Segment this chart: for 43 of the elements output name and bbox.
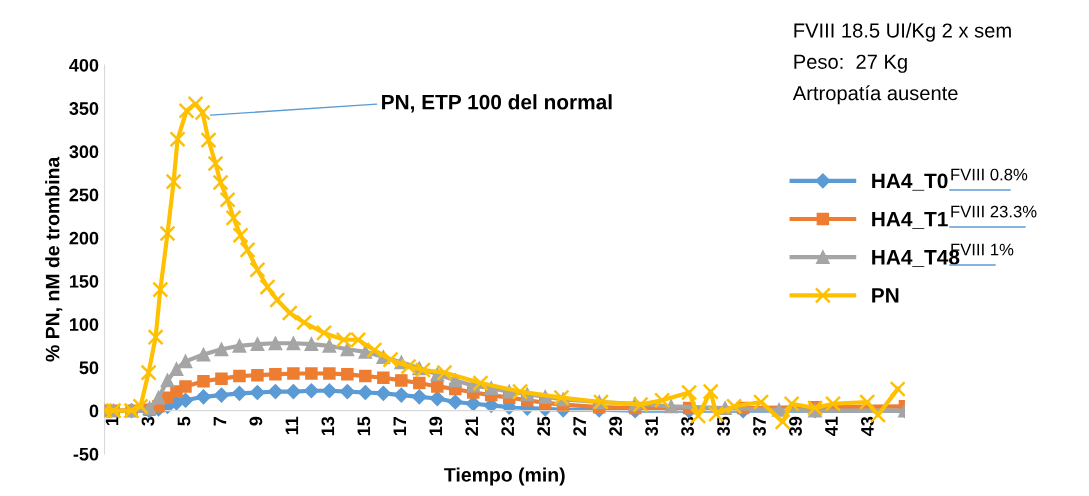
x-tick-label: 7	[213, 416, 227, 426]
text: FVIII 0.8%	[951, 168, 1028, 181]
x-tick-label: 17	[393, 416, 406, 436]
y-tick-label: 100	[70, 318, 99, 331]
x-tick-label: 31	[645, 416, 659, 436]
y-tick-label: 350	[69, 102, 99, 115]
x-tick-label: 9	[249, 416, 263, 426]
x-tick-label: 43	[861, 416, 874, 436]
legend-label: HA4_T0	[872, 173, 948, 191]
x-tick-label: 15	[357, 416, 371, 436]
x-tick-label: 33	[681, 416, 694, 436]
x-tick-label: 23	[501, 416, 515, 436]
x-tick-label: 21	[465, 416, 478, 436]
y-tick-label: 200	[69, 231, 99, 245]
x-tick-label: 11	[285, 416, 299, 435]
x-tick-label: 13	[321, 416, 335, 436]
y-tick-label: -50	[73, 447, 99, 461]
x-tick-label: 19	[429, 416, 443, 436]
x-tick-label: 3	[141, 416, 155, 426]
x-tick-label: 5	[177, 416, 191, 426]
x-tick-label: 27	[573, 416, 586, 436]
x-tick-label: 29	[609, 416, 623, 436]
annotation: PN, ETP 100 del normal	[382, 94, 612, 113]
y-tick-label: 250	[69, 188, 99, 202]
annotation: Artropatía ausente	[792, 85, 958, 105]
y-tick-label: 400	[69, 58, 99, 72]
x-tick-label: 39	[789, 416, 802, 436]
x-tick-label: 41	[825, 416, 838, 436]
x-tick-label: 37	[753, 416, 766, 436]
y-tick-label: 0	[89, 404, 99, 418]
y-tick-label: 300	[69, 145, 99, 159]
text: FVIII 23.3%	[951, 205, 1037, 218]
x-tick-label: 1	[105, 416, 119, 426]
x-tick-label: 25	[537, 416, 551, 436]
legend-label: PN	[872, 288, 899, 303]
annotation: Peso: 27 Kg	[794, 54, 907, 73]
y-tick-label: 50	[79, 361, 99, 375]
x-tick-label: 35	[717, 416, 730, 436]
x-axis-title: Tiempo (min)	[444, 467, 565, 486]
legend-label: HA4_T1	[872, 211, 948, 229]
text: FVIII 18.5 UI/Kg 2 x sem	[794, 22, 1011, 42]
y-axis-title: % PN, nM de trombina	[45, 156, 63, 362]
y-tick-label: 150	[70, 274, 99, 288]
